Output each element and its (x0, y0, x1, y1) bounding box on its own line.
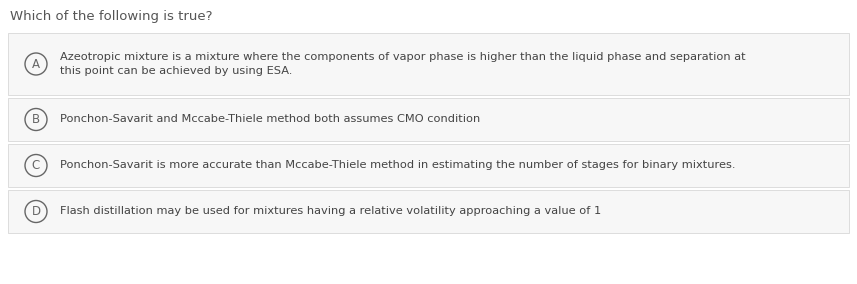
Text: Which of the following is true?: Which of the following is true? (10, 10, 213, 23)
FancyBboxPatch shape (8, 33, 849, 95)
Circle shape (25, 154, 47, 176)
Text: C: C (32, 159, 40, 172)
Text: D: D (32, 205, 40, 218)
FancyBboxPatch shape (8, 98, 849, 141)
Circle shape (25, 108, 47, 131)
Text: A: A (32, 57, 40, 70)
FancyBboxPatch shape (8, 190, 849, 233)
Circle shape (25, 201, 47, 222)
Text: Flash distillation may be used for mixtures having a relative volatility approac: Flash distillation may be used for mixtu… (60, 206, 602, 216)
Circle shape (25, 53, 47, 75)
Text: Azeotropic mixture is a mixture where the components of vapor phase is higher th: Azeotropic mixture is a mixture where th… (60, 52, 746, 76)
Text: Ponchon-Savarit and Mccabe-Thiele method both assumes CMO condition: Ponchon-Savarit and Mccabe-Thiele method… (60, 114, 480, 124)
Text: B: B (32, 113, 40, 126)
Text: Ponchon-Savarit is more accurate than Mccabe-Thiele method in estimating the num: Ponchon-Savarit is more accurate than Mc… (60, 160, 735, 170)
FancyBboxPatch shape (8, 144, 849, 187)
